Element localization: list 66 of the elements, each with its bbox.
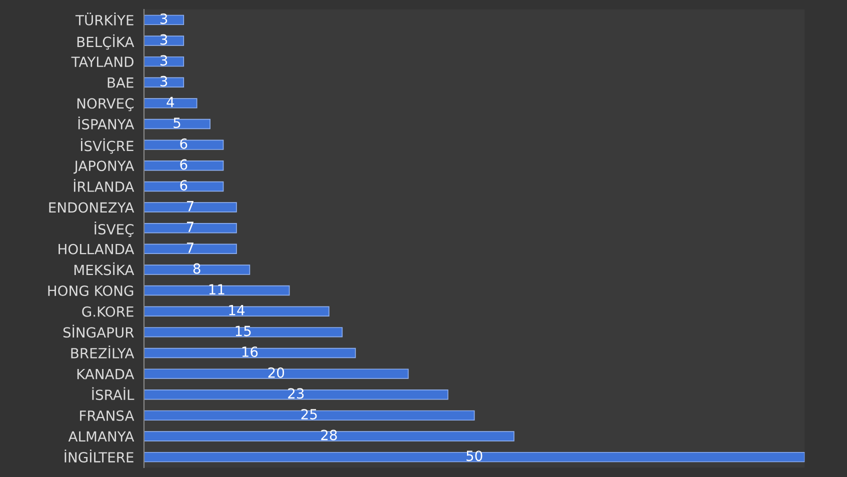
y-tick-label: İNGİLTERE: [64, 450, 134, 463]
y-tick-label: İRLANDA: [74, 179, 134, 192]
y-tick-label: İSVEÇ: [94, 222, 134, 237]
data-label: 7: [186, 200, 194, 212]
bar: [144, 181, 224, 192]
bar: [144, 118, 210, 130]
y-tick-label: FRANSA: [80, 410, 134, 421]
y-tick-label: MEKSİKA: [74, 262, 134, 276]
data-label: 28: [321, 430, 337, 440]
data-label: 20: [268, 367, 284, 378]
bar: [144, 160, 224, 171]
y-tick-label: BAE: [108, 78, 134, 88]
bar: [144, 390, 448, 400]
bar: [144, 202, 237, 212]
bar: [144, 244, 237, 254]
bar: [144, 14, 184, 26]
bar: [144, 452, 805, 462]
bar: [144, 222, 237, 234]
y-tick-label: BREZİLYA: [71, 346, 134, 358]
y-tick-label: JAPONYA: [74, 160, 134, 174]
y-tick-label: ENDONEZYA: [49, 202, 134, 213]
data-label: 6: [180, 138, 188, 149]
y-tick-label: TÜRKİYE: [75, 12, 134, 26]
data-label: 15: [236, 326, 251, 336]
data-label: 3: [160, 34, 168, 45]
y-tick-label: ALMANYA: [68, 431, 134, 442]
data-label: 7: [186, 222, 194, 232]
bar: [144, 368, 409, 379]
y-tick-label: BELÇİKA: [77, 34, 134, 50]
data-label: 25: [301, 408, 317, 420]
bar: [144, 306, 330, 316]
data-label: 7: [186, 242, 194, 253]
bar: [144, 431, 514, 442]
bar: [144, 264, 250, 275]
data-label: 4: [166, 96, 174, 108]
data-label: 3: [160, 13, 168, 24]
y-tick-label: İSRAİL: [92, 387, 134, 400]
bar: [144, 77, 184, 88]
bar: [144, 98, 198, 108]
y-tick-label: HONG KONG: [48, 286, 134, 296]
data-label: 23: [288, 388, 304, 399]
y-tick-label: SİNGAPUR: [63, 324, 134, 338]
bar: [144, 36, 184, 46]
bar: [144, 56, 184, 67]
bar: [144, 327, 343, 338]
data-label: 3: [160, 76, 168, 86]
bar: [144, 285, 290, 296]
data-label: 6: [180, 159, 188, 170]
y-tick-label: G.KORE: [82, 306, 134, 317]
y-tick-label: İSVİÇRE: [80, 138, 134, 154]
y-tick-label: İSPANYA: [78, 116, 134, 130]
y-tick-label: HOLLANDA: [58, 244, 134, 254]
y-tick-label: NORVEÇ: [77, 98, 134, 112]
bar: [144, 410, 475, 421]
data-label: 11: [209, 284, 224, 294]
data-label: 5: [174, 118, 180, 128]
data-label: 14: [229, 305, 245, 316]
bar: [144, 348, 356, 358]
data-label: 50: [466, 450, 482, 462]
data-label: 8: [193, 263, 200, 274]
bar: [144, 140, 224, 150]
data-label: 3: [160, 55, 168, 66]
y-tick-label: TAYLAND: [71, 56, 134, 67]
data-label: 16: [242, 346, 258, 358]
data-label: 6: [180, 180, 188, 190]
y-tick-label: KANADA: [77, 368, 134, 380]
